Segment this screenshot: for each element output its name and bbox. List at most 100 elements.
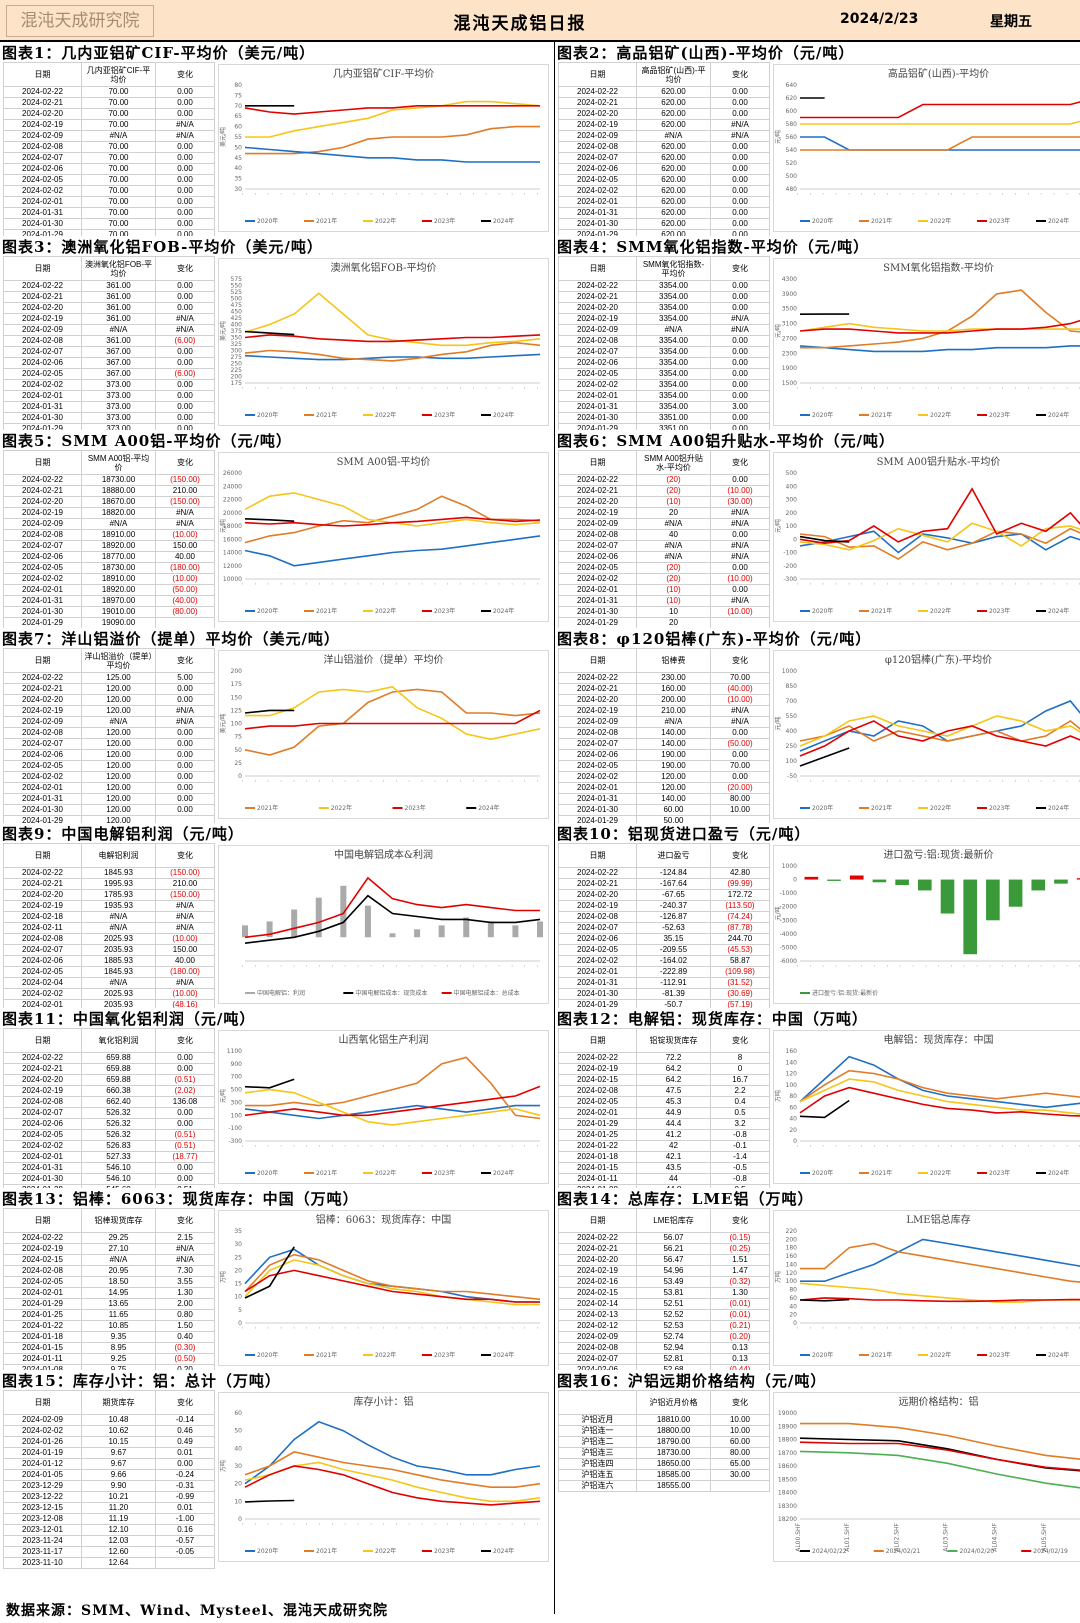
series-line — [799, 322, 1080, 332]
table-row: 2024-02-21 56.21 (0.25) — [558, 1243, 770, 1255]
table-cell: 373.00 — [81, 401, 156, 413]
table-row: 2024-02-20 18670.00 (150.00) — [3, 496, 215, 508]
x-tick-label: AL04.SHF — [992, 1522, 999, 1551]
series-line — [799, 530, 1080, 554]
table-cell: #N/A — [155, 313, 215, 325]
table-cell: 2024-01-29 — [3, 815, 82, 823]
table-cell: 64.2 — [636, 1074, 711, 1086]
x-tick-label: · — [885, 965, 892, 967]
table-cell: 2024-02-05 — [3, 1129, 82, 1141]
x-tick-label: · — [821, 780, 828, 782]
legend-label: 2023年 — [434, 607, 455, 615]
x-tick-label: · — [317, 780, 324, 782]
table-cell: 2024-02-11 — [3, 922, 82, 934]
table-cell: 0.00 — [710, 229, 770, 236]
table-cell: (113.50) — [710, 900, 770, 912]
table-cell: 70.00 — [81, 141, 156, 153]
x-tick-label: · — [458, 193, 465, 195]
y-tick-label: 50 — [234, 747, 242, 754]
table-cell: -52.63 — [636, 922, 711, 934]
table-cell: (0.32) — [710, 1276, 770, 1288]
table-cell: (0.20) — [710, 1331, 770, 1343]
table-row: 2024-01-29 20 — [558, 617, 770, 628]
table-cell: 526.32 — [81, 1107, 156, 1119]
table-cell: 125.00 — [81, 672, 156, 684]
table-cell: 2024-02-05 — [3, 760, 82, 772]
table-cell: 2024-02-08 — [3, 933, 82, 945]
table-row: 2024-02-21 620.00 0.00 — [558, 97, 770, 109]
bar — [364, 905, 371, 938]
legend-label: 2020年 — [257, 1351, 278, 1359]
table-cell: #N/A — [710, 716, 770, 728]
y-tick-label: 1100 — [227, 1048, 242, 1055]
table-row: 2024-02-02 10.62 0.46 — [3, 1425, 215, 1437]
table-cell: 244.70 — [710, 933, 770, 945]
chart-title: LME铝总库存 — [906, 1213, 970, 1226]
x-tick-label: · — [509, 387, 516, 389]
y-tick-label: 1500 — [782, 380, 797, 387]
y-tick-label: 100 — [786, 1082, 798, 1089]
table-row: 2024-01-22 42 -0.1 — [558, 1140, 770, 1152]
panel-title: 图表16：沪铝远期价格结构（元/吨） — [557, 1372, 827, 1390]
table-cell: 2024-02-07 — [558, 152, 637, 164]
table-cell: 70.00 — [81, 97, 156, 109]
table-cell: (50.00) — [710, 738, 770, 750]
table-row: 2024-02-07 18920.00 150.00 — [3, 540, 215, 552]
legend-label: 2021年 — [871, 217, 892, 225]
table-cell: #N/A — [155, 1243, 215, 1255]
column-header: 变化 — [155, 1028, 215, 1053]
table-row: 2024-02-21 70.00 0.00 — [3, 97, 215, 109]
x-tick-label: · — [1026, 387, 1033, 389]
x-tick-label: · — [484, 583, 491, 585]
y-tick-label: 400 — [786, 728, 798, 735]
x-tick-label: · — [1013, 387, 1020, 389]
table-row: 沪铝连一 18800.00 10.00 — [558, 1425, 770, 1437]
y-tick-label: 15 — [234, 1281, 242, 1288]
table-cell: 2025.93 — [81, 988, 156, 1000]
table-cell: 2024-02-08 — [558, 141, 637, 153]
table-row: 2024-02-22 70.00 0.00 — [3, 86, 215, 98]
table-row: 2024-02-02 120.00 0.00 — [558, 771, 770, 783]
table-cell: 10.00 — [710, 804, 770, 816]
table-row: 2024-02-01 120.00 (20.00) — [558, 782, 770, 794]
x-tick-label: · — [833, 583, 840, 585]
table-row: 2024-02-06 620.00 0.00 — [558, 163, 770, 175]
series-line — [244, 709, 295, 714]
x-tick-label: AL00.SHF — [795, 1522, 802, 1551]
x-tick-label: · — [497, 780, 504, 782]
bar — [266, 921, 273, 938]
table-row: 2024-01-11 44 -0.8 — [558, 1173, 770, 1185]
x-tick-label: · — [330, 965, 337, 967]
y-tick-label: 120 — [786, 1270, 798, 1277]
table-cell: -240.37 — [636, 900, 711, 912]
table-cell: 1845.93 — [81, 867, 156, 879]
table-cell: 0.00 — [155, 280, 215, 292]
x-tick-label: · — [304, 1523, 311, 1525]
table-cell: 2024-01-26 — [3, 1436, 82, 1448]
table-cell: 0.00 — [710, 174, 770, 186]
table-cell: 0.00 — [155, 1458, 215, 1470]
x-tick-label: · — [987, 965, 994, 967]
table-cell: #N/A — [155, 507, 215, 519]
table-cell: #N/A — [81, 324, 156, 336]
table-cell: (0.30) — [155, 1342, 215, 1354]
table-cell: 2024-02-02 — [3, 185, 82, 197]
table-row: 2024-02-06 35.15 244.70 — [558, 933, 770, 945]
x-tick-label: · — [846, 387, 853, 389]
y-tick-label: 2700 — [782, 335, 797, 342]
x-tick-label: · — [898, 1327, 905, 1329]
x-tick-label: · — [381, 1327, 388, 1329]
table-cell: 2024-02-05 — [3, 368, 82, 380]
table-cell: 2024-02-22 — [558, 867, 637, 879]
bar — [463, 917, 470, 938]
legend-label: 2023年 — [989, 1169, 1010, 1177]
table-cell: #N/A — [155, 900, 215, 912]
legend-label: 2023年 — [434, 1169, 455, 1177]
table-row: 2024-02-08 662.40 136.08 — [3, 1096, 215, 1108]
y-tick-label: 200 — [231, 374, 243, 381]
panel-14: 图表14：总库存：LME铝（万吨） 日期 LME铝库存 变化 2024-02-22 56.… — [555, 1188, 1080, 1370]
column-header: 日期 — [3, 1208, 82, 1233]
table-cell: 2024-02-09 — [558, 716, 637, 728]
y-tick-label: 140 — [786, 1059, 798, 1066]
x-tick-label: · — [898, 193, 905, 195]
